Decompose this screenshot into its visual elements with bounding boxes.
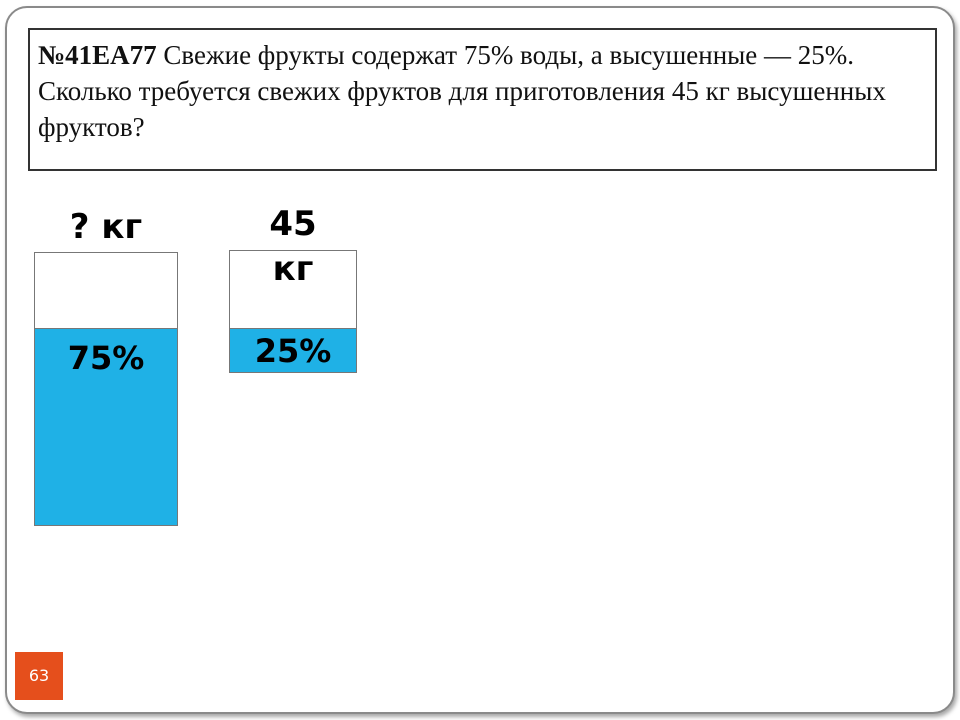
container-label: ? кг: [69, 207, 143, 247]
problem-id: №41ЕА77: [38, 40, 157, 70]
problem-text: Свежие фрукты содержат 75% воды, а высуш…: [38, 40, 886, 142]
fill-label: 25%: [254, 332, 332, 370]
container-label: 45 кг: [269, 204, 317, 289]
water-fill: 75%: [34, 328, 178, 526]
fill-label: 75%: [67, 339, 145, 377]
water-fill: 25%: [229, 328, 357, 373]
page-number: 63: [15, 652, 63, 700]
problem-box: №41ЕА77 Свежие фрукты содержат 75% воды,…: [28, 28, 937, 171]
